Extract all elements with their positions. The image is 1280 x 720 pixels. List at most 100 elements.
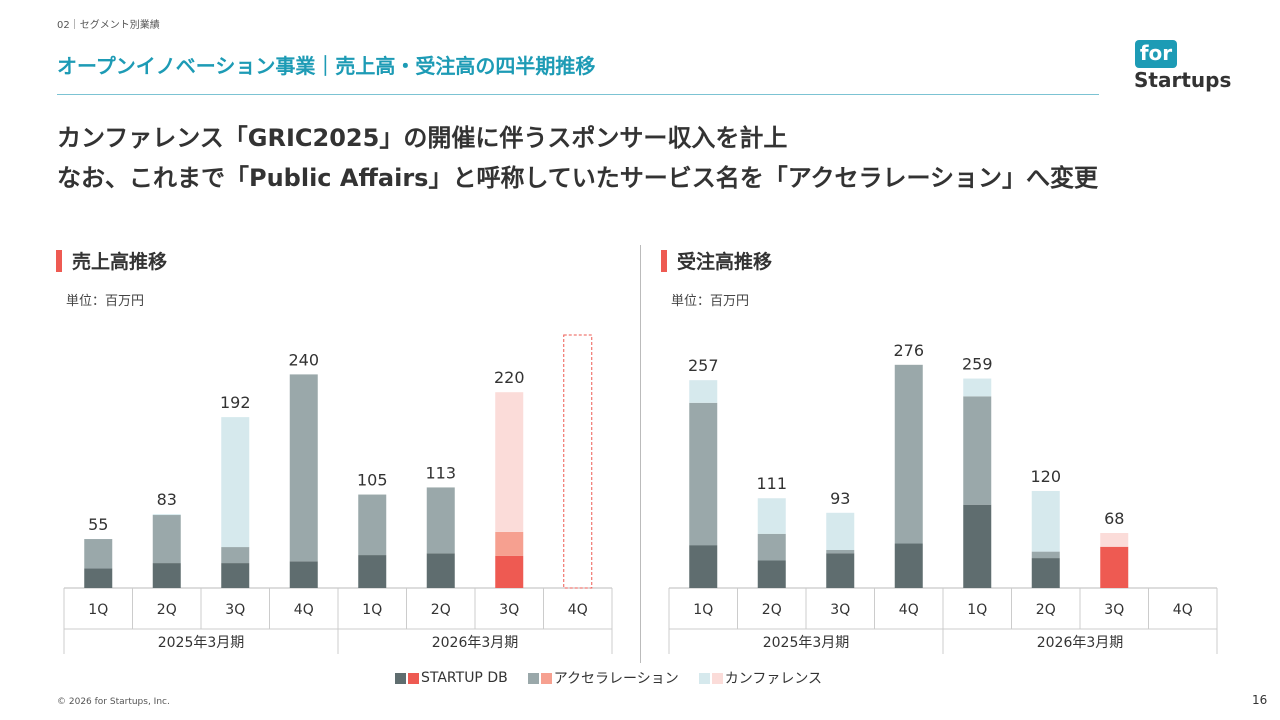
bar-segment-conference bbox=[495, 392, 524, 532]
title-accent-bar bbox=[661, 250, 667, 272]
bar-segment-startup-db bbox=[689, 545, 718, 588]
bar-segment-conference bbox=[1031, 490, 1060, 552]
x-tick-label: 1Q bbox=[362, 602, 382, 618]
revenue-unit-label: 単位：百万円 bbox=[66, 294, 145, 309]
bar-segment-startup-db bbox=[826, 553, 855, 588]
bar-segment-conference bbox=[689, 380, 718, 403]
page-title: オープンイノベーション事業｜売上高・受注高の四半期推移 bbox=[57, 54, 596, 78]
title-accent-bar bbox=[56, 250, 62, 272]
bar-segment-acceleration bbox=[426, 487, 455, 554]
x-tick-label: 4Q bbox=[294, 602, 314, 618]
bar-segment-startup-db bbox=[1031, 558, 1060, 588]
bar-segment-startup-db bbox=[152, 563, 181, 588]
page-number: 16 bbox=[1252, 693, 1268, 707]
legend-item-startup-db: STARTUP DB bbox=[395, 670, 508, 686]
legend-swatch bbox=[540, 672, 552, 684]
legend-label: アクセラレーション bbox=[553, 671, 679, 687]
headline-line-2: なお、これまで「Public Affairs」と呼称していたサービス名を「アクセ… bbox=[57, 164, 1099, 192]
x-tick-label: 2Q bbox=[1036, 602, 1056, 618]
legend-label: カンファレンス bbox=[724, 671, 823, 687]
x-tick-label: 3Q bbox=[225, 602, 245, 618]
bar-segment-acceleration bbox=[1031, 551, 1060, 559]
bar-segment-startup-db bbox=[84, 568, 113, 588]
bar-segment-conference bbox=[152, 514, 181, 516]
data-label-total: 83 bbox=[157, 490, 177, 509]
bar-segment-conference bbox=[963, 378, 992, 397]
revenue-chart: 55 1Q 83 2Q 192 3Q 240 4Q 105 1Q 113 2Q 220 3Q 4Q 2025年… bbox=[63, 334, 613, 654]
legend-swatch bbox=[527, 672, 539, 684]
bar-segment-acceleration bbox=[757, 533, 786, 561]
bar-segment-startup-db bbox=[894, 543, 923, 588]
logo-wordmark: Startups bbox=[1134, 68, 1232, 92]
for-startups-logo: for Startups bbox=[1133, 38, 1232, 96]
revenue-chart-title-text: 売上高推移 bbox=[72, 251, 168, 273]
x-tick-label: 3Q bbox=[499, 602, 519, 618]
section-label: 02｜セグメント別業績 bbox=[57, 20, 160, 31]
x-tick-label: 1Q bbox=[693, 602, 713, 618]
data-label-total: 120 bbox=[1030, 467, 1061, 486]
legend-label: STARTUP DB bbox=[421, 670, 508, 686]
data-label-total: 68 bbox=[1104, 509, 1124, 528]
data-label-total: 105 bbox=[357, 471, 388, 490]
bar-segment-startup-db bbox=[426, 553, 455, 588]
bar-segment-startup-db bbox=[757, 560, 786, 588]
bar-segment-conference bbox=[757, 498, 786, 534]
data-label-total: 192 bbox=[220, 393, 251, 412]
logo-mark: for bbox=[1135, 40, 1177, 68]
bar-segment-acceleration bbox=[963, 396, 992, 505]
bar-segment-startup-db bbox=[289, 561, 318, 588]
data-label-total: 113 bbox=[425, 463, 456, 482]
x-tick-label: 1Q bbox=[967, 602, 987, 618]
x-tick-label: 1Q bbox=[88, 602, 108, 618]
x-tick-label: 2Q bbox=[431, 602, 451, 618]
orders-unit-label: 単位：百万円 bbox=[671, 294, 750, 309]
bar-segment-conference bbox=[1100, 533, 1129, 547]
bar-segment-conference bbox=[221, 417, 250, 548]
x-tick-label: 2Q bbox=[762, 602, 782, 618]
x-tick-label: 2Q bbox=[157, 602, 177, 618]
x-tick-label: 4Q bbox=[1173, 602, 1193, 618]
chart-legend: STARTUP DB アクセラレーション カンファレンス bbox=[395, 668, 842, 688]
headline-line-1: カンファレンス「GRIC2025」の開催に伴うスポンサー収入を計上 bbox=[57, 124, 788, 152]
orders-chart: 257 1Q 111 2Q 93 3Q 276 4Q 259 1Q 120 2Q 68 3Q 4Q 2025年… bbox=[668, 341, 1218, 654]
bar-segment-acceleration bbox=[894, 364, 923, 544]
orders-chart-title-text: 受注高推移 bbox=[677, 251, 773, 273]
legend-item-conference: カンファレンス bbox=[698, 668, 823, 688]
title-divider bbox=[57, 94, 1099, 95]
bar-segment-acceleration bbox=[495, 531, 524, 556]
bar-segment-acceleration bbox=[358, 494, 387, 556]
period-label: 2025年3月期 bbox=[158, 635, 245, 651]
x-tick-label: 4Q bbox=[568, 602, 588, 618]
bar-segment-startup-db bbox=[495, 555, 524, 588]
footer-copyright: © 2026 for Startups, Inc. bbox=[57, 697, 170, 707]
data-label-total: 276 bbox=[893, 341, 924, 360]
period-label: 2026年3月期 bbox=[432, 635, 519, 651]
legend-swatch bbox=[408, 672, 419, 684]
bar-segment-acceleration bbox=[221, 547, 250, 564]
data-label-total: 259 bbox=[962, 355, 993, 374]
data-label-total: 257 bbox=[688, 356, 719, 375]
x-tick-label: 3Q bbox=[830, 602, 850, 618]
legend-swatch bbox=[395, 672, 406, 684]
x-tick-label: 3Q bbox=[1104, 602, 1124, 618]
bar-segment-acceleration bbox=[289, 374, 318, 562]
data-label-total: 111 bbox=[756, 474, 787, 493]
x-tick-label: 4Q bbox=[899, 602, 919, 618]
bar-segment-acceleration bbox=[826, 549, 855, 554]
bar-segment-acceleration bbox=[84, 539, 113, 569]
data-label-total: 220 bbox=[494, 368, 525, 387]
legend-swatch bbox=[698, 672, 710, 684]
forecast-placeholder-bar bbox=[563, 334, 593, 589]
period-label: 2025年3月期 bbox=[763, 635, 850, 651]
bar-segment-startup-db bbox=[358, 555, 387, 588]
bar-segment-conference bbox=[826, 512, 855, 550]
period-label: 2026年3月期 bbox=[1037, 635, 1124, 651]
bar-segment-startup-db bbox=[963, 504, 992, 588]
data-label-total: 93 bbox=[830, 489, 850, 508]
chart-divider bbox=[640, 245, 641, 663]
bar-segment-startup-db bbox=[1100, 546, 1129, 588]
data-label-total: 240 bbox=[288, 350, 319, 369]
orders-chart-title: 受注高推移 bbox=[661, 247, 772, 274]
data-label-total: 55 bbox=[88, 515, 108, 534]
bar-segment-acceleration bbox=[689, 402, 718, 546]
